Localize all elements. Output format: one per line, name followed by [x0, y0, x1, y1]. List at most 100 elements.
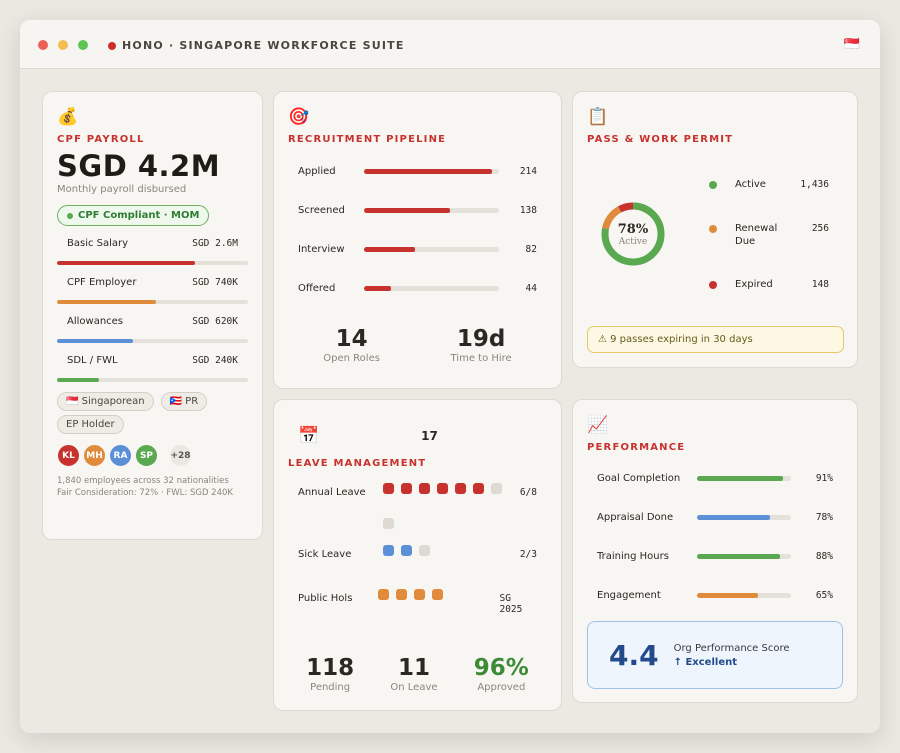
pipeline-row: Offered 44	[288, 269, 547, 308]
legend-item: Expired 148	[709, 278, 839, 291]
legend-label: Active	[735, 179, 766, 190]
performance-metric-value: 65%	[815, 590, 833, 601]
leave-type-label: Public Hols	[298, 593, 353, 604]
payroll-progress-bar	[57, 261, 248, 265]
legend-value: 148	[811, 279, 829, 290]
pipeline-stage-count: 214	[519, 166, 537, 177]
payroll-row-label: CPF Employer	[67, 277, 137, 288]
leave-row: Public Hols SG 2025	[288, 589, 547, 633]
leave-day-square	[419, 483, 430, 494]
performance-progress-bar	[697, 593, 791, 598]
pipeline-stage-label: Offered	[298, 283, 336, 294]
leave-day-squares	[383, 483, 513, 545]
leave-count: 6/8	[519, 487, 537, 498]
stat-label: Pending	[310, 682, 351, 693]
leave-day-square	[413, 589, 425, 600]
payroll-row-label: Allowances	[67, 316, 124, 327]
stat-label: Approved	[477, 682, 526, 693]
stat-label: On Leave	[390, 682, 438, 693]
legend-label: Expired	[735, 279, 773, 290]
payroll-row-line: Basic Salary SGD 2.6M	[57, 238, 248, 249]
pipeline-row: Screened 138	[288, 191, 547, 230]
stat-value: 14	[335, 326, 368, 352]
pipeline-progress-fill	[364, 208, 451, 213]
leave-day-squares	[377, 589, 500, 633]
legend-value: 256	[811, 223, 829, 234]
calendar-day: 17	[421, 429, 438, 443]
performance-metric-label: Training Hours	[597, 551, 669, 562]
leave-stat: 96% Approved	[474, 655, 529, 693]
pipeline-stage-count: 138	[519, 205, 537, 216]
permit-donut-chart	[601, 202, 665, 266]
leave-day-square	[395, 589, 407, 600]
payroll-subtitle: Monthly payroll disbursed	[57, 184, 187, 195]
leave-day-square	[383, 545, 394, 556]
status-dot-icon	[67, 212, 73, 219]
performance-progress-bar	[697, 554, 791, 559]
pipeline-row: Interview 82	[288, 230, 547, 269]
app-window: HONO · SINGAPORE WORKFORCE SUITE 🇸🇬 💰 CP…	[20, 20, 880, 733]
leave-count: SG 2025	[499, 593, 523, 615]
close-window-button[interactable]	[38, 40, 48, 50]
stat-value: 118	[306, 655, 355, 681]
stat-value: 19d	[456, 326, 506, 352]
payroll-row-line: CPF Employer SGD 740K	[57, 277, 248, 288]
singapore-flag-icon: 🇸🇬	[843, 37, 860, 52]
residency-tag[interactable]: 🇸🇬 Singaporean	[57, 392, 154, 411]
leave-day-square	[491, 483, 502, 494]
active-label: Active	[618, 236, 648, 247]
payroll-progress-bar	[57, 339, 248, 343]
payroll-row: Basic Salary SGD 2.6M	[57, 238, 248, 265]
title-bar: HONO · SINGAPORE WORKFORCE SUITE 🇸🇬	[20, 20, 880, 69]
recruitment-stat: 19d Time to Hire	[451, 326, 512, 364]
target-icon: 🎯	[288, 107, 310, 127]
payroll-row-line: SDL / FWL SGD 240K	[57, 355, 248, 366]
performance-progress-fill	[697, 515, 771, 520]
avatar[interactable]: KL	[57, 444, 80, 467]
pipeline-progress-bar	[364, 208, 499, 213]
leave-day-square	[377, 589, 389, 600]
leave-day-square	[401, 483, 412, 494]
more-avatars-button[interactable]: +28	[169, 444, 192, 467]
payroll-amount: SGD 4.2M	[57, 149, 221, 183]
payroll-progress-fill	[57, 300, 157, 304]
pipeline-progress-fill	[364, 247, 416, 252]
avatar[interactable]: RA	[109, 444, 132, 467]
leave-day-square	[473, 483, 484, 494]
residency-tag[interactable]: 🇵🇷 PR	[160, 392, 208, 411]
donut-slice-expired	[601, 202, 665, 266]
performance-metric-label: Engagement	[597, 590, 661, 601]
org-performance-score: 4.4 Org Performance Score ↑ Excellent	[587, 621, 843, 689]
leave-day-square	[383, 483, 394, 494]
payroll-row: SDL / FWL SGD 240K	[57, 355, 248, 382]
leave-day-square	[383, 517, 394, 529]
payroll-row-value: SGD 740K	[192, 277, 238, 288]
payroll-row-label: SDL / FWL	[67, 355, 118, 366]
card-title: RECRUITMENT PIPELINE	[288, 134, 447, 145]
performance-metric-value: 88%	[815, 551, 833, 562]
leave-day-square	[419, 545, 430, 556]
pipeline-progress-bar	[364, 169, 499, 174]
leave-management-card: 📅 17 LEAVE MANAGEMENT Annual Leave 6/8 Sic…	[273, 399, 562, 711]
avatar[interactable]: SP	[135, 444, 158, 467]
leave-row: Annual Leave 6/8	[288, 483, 547, 545]
payroll-progress-bar	[57, 378, 248, 382]
residency-tag[interactable]: EP Holder	[57, 415, 124, 434]
card-title: LEAVE MANAGEMENT	[288, 458, 427, 469]
stat-label: Open Roles	[323, 353, 380, 364]
stat-value: 96%	[473, 655, 529, 681]
performance-row: Goal Completion 91%	[587, 459, 843, 498]
performance-progress-fill	[697, 554, 780, 559]
performance-row: Appraisal Done 78%	[587, 498, 843, 537]
minimize-window-button[interactable]	[58, 40, 68, 50]
recruitment-stat: 14 Open Roles	[323, 326, 380, 364]
leave-stat: 11 On Leave	[390, 655, 437, 693]
maximize-window-button[interactable]	[78, 40, 88, 50]
app-title: HONO · SINGAPORE WORKFORCE SUITE	[122, 39, 405, 52]
calendar-icon: 📅	[298, 426, 320, 446]
avatar[interactable]: MH	[83, 444, 106, 467]
legend-item: Renewal Due 256	[709, 222, 839, 248]
badge-label: CPF Compliant · MOM	[78, 210, 200, 221]
expiry-warning[interactable]: ⚠ 9 passes expiring in 30 days	[587, 326, 844, 353]
work-permit-card: 📋 PASS & WORK PERMIT 78% Active Active 1,…	[572, 91, 858, 368]
